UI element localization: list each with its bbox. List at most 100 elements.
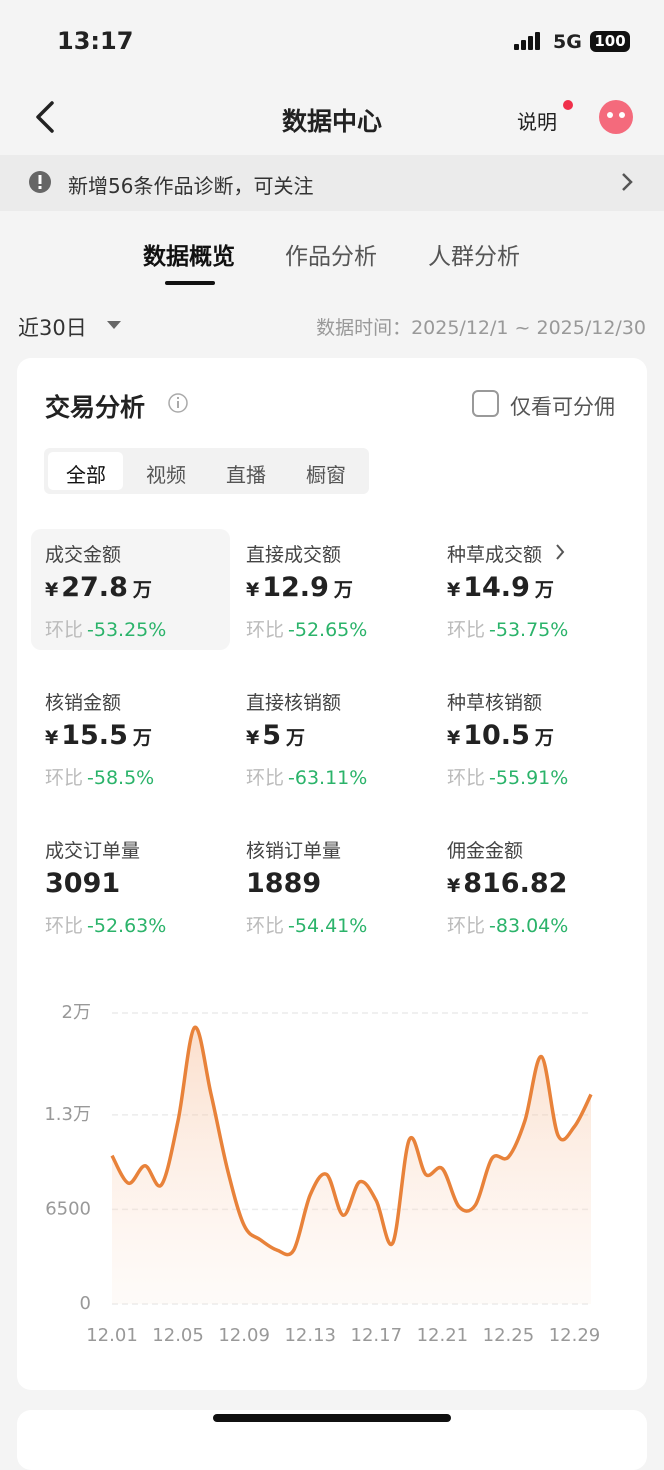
- overlay: 0 6500 1.3万 2万 12.01 12.05 12.09 12.13 12.17 12.2…: [29, 32, 633, 1422]
- metric-label: 直接核销额: [246, 692, 342, 714]
- x-tick-label: 12.01: [86, 1325, 138, 1346]
- change: -52.63%: [87, 915, 167, 937]
- metric-label: 种草核销额: [447, 692, 543, 714]
- range-caret[interactable]: [107, 321, 121, 329]
- segment[interactable]: 视频: [146, 463, 186, 487]
- metric-label: 佣金金额: [447, 840, 524, 862]
- x-tick-label: 12.05: [152, 1325, 204, 1346]
- avatar[interactable]: [599, 100, 633, 134]
- metric-value-row: ¥10.5 万: [447, 720, 554, 754]
- notice-band[interactable]: [0, 155, 664, 211]
- metric-change-row: 环比 -55.91%: [447, 763, 568, 790]
- currency: ¥: [447, 727, 461, 749]
- compare-label: 环比: [246, 915, 285, 937]
- area: [112, 1027, 591, 1304]
- metric-value-row: ¥14.9 万: [447, 572, 554, 606]
- segment-active-bg: [48, 452, 123, 490]
- info-icon[interactable]: [168, 393, 188, 413]
- currency: ¥: [246, 727, 260, 749]
- notice-icon: [29, 171, 51, 193]
- metric-value-row: ¥27.8 万: [45, 572, 152, 606]
- metric-value-row: ¥5 万: [246, 720, 305, 754]
- metric-label: 核销金额: [45, 692, 122, 714]
- unit: 万: [132, 579, 152, 601]
- metric-change-row: 环比 -63.11%: [246, 763, 367, 790]
- notice-arrow[interactable]: [622, 173, 633, 191]
- line: [110, 1025, 593, 1257]
- change: -58.5%: [87, 767, 155, 789]
- change: -52.65%: [288, 619, 368, 641]
- checkbox[interactable]: [472, 390, 499, 417]
- metric-label: 直接成交额: [246, 544, 342, 566]
- metric-value-row: ¥12.9 万: [246, 572, 353, 606]
- metric-change-row: 环比 -52.65%: [246, 615, 367, 642]
- change: -55.91%: [489, 767, 569, 789]
- help-dot: [563, 100, 573, 110]
- metric-change-row: 环比 -52.63%: [45, 911, 166, 938]
- chart: 0 6500 1.3万 2万 12.01 12.05 12.09 12.13 12.17 12.2…: [44, 1002, 600, 1346]
- metric-value: 816.82: [463, 868, 568, 899]
- time-range: 数据时间：2025/12/1 ~ 2025/12/30: [316, 317, 646, 339]
- compare-label: 环比: [45, 915, 84, 937]
- y-tick-label: 6500: [45, 1198, 91, 1219]
- change: -83.04%: [489, 915, 569, 937]
- x-tick-label: 12.17: [351, 1325, 403, 1346]
- tab-underline: [165, 281, 215, 285]
- y-tick-label: 0: [80, 1293, 91, 1314]
- compare-label: 环比: [447, 619, 486, 641]
- segment[interactable]: 全部: [66, 463, 106, 487]
- metric-value: 5: [262, 720, 282, 751]
- segment[interactable]: 直播: [226, 463, 266, 487]
- metric-value: 27.8: [61, 572, 128, 603]
- screen: 13:17 5G 100 数据中心 说明 新增56条作品诊断，可关注 近30日 …: [0, 27, 664, 1470]
- metric-label: 核销订单量: [246, 840, 342, 862]
- tab[interactable]: 人群分析: [428, 244, 520, 270]
- metric-value: 3091: [45, 868, 121, 899]
- currency: ¥: [447, 875, 461, 897]
- unit: 万: [333, 579, 353, 601]
- y-tick-label: 2万: [62, 1002, 91, 1023]
- currency: ¥: [246, 579, 260, 601]
- range-select[interactable]: 近30日: [18, 316, 87, 340]
- metric-label: 成交订单量: [45, 840, 141, 862]
- status-time: 13:17: [57, 27, 134, 55]
- compare-label: 环比: [246, 767, 285, 789]
- home-indicator: [213, 1414, 451, 1422]
- page-title: 数据中心: [281, 107, 382, 136]
- back-button[interactable]: [36, 101, 54, 133]
- currency: ¥: [45, 727, 59, 749]
- unit: 万: [132, 727, 152, 749]
- metric-value-row: 1889: [246, 868, 321, 902]
- x-tick-label: 12.21: [417, 1325, 469, 1346]
- tab[interactable]: 数据概览: [143, 244, 235, 270]
- metric-value-row: ¥15.5 万: [45, 720, 152, 754]
- metric-value: 10.5: [463, 720, 530, 751]
- metric-value: 12.9: [262, 572, 329, 603]
- battery: 100: [590, 31, 630, 52]
- metric-value: 14.9: [463, 572, 530, 603]
- x-tick-label: 12.13: [284, 1325, 336, 1346]
- notice-text[interactable]: 新增56条作品诊断，可关注: [68, 174, 314, 198]
- x-tick-label: 12.25: [483, 1325, 535, 1346]
- metric-value: 1889: [246, 868, 322, 899]
- unit: 万: [534, 727, 554, 749]
- metric-highlight: [31, 529, 230, 650]
- unit: 万: [534, 579, 554, 601]
- compare-label: 环比: [45, 767, 84, 789]
- compare-label: 环比: [246, 619, 285, 641]
- help-link[interactable]: 说明: [517, 110, 557, 134]
- segment[interactable]: 橱窗: [306, 463, 346, 487]
- change: -54.41%: [288, 915, 368, 937]
- unit: 万: [286, 727, 306, 749]
- metric-change-row: 环比 -53.75%: [447, 615, 568, 642]
- network: 5G: [553, 31, 582, 53]
- card-title: 交易分析: [45, 393, 146, 422]
- checkbox-label[interactable]: 仅看可分佣: [510, 395, 615, 419]
- tab[interactable]: 作品分析: [285, 244, 377, 270]
- x-tick-label: 12.29: [549, 1325, 601, 1346]
- metric-value: 15.5: [61, 720, 128, 751]
- metric-arrow[interactable]: [556, 544, 565, 560]
- metric-label: 成交金额: [45, 544, 122, 566]
- change: -53.75%: [489, 619, 569, 641]
- change: -53.25%: [87, 619, 167, 641]
